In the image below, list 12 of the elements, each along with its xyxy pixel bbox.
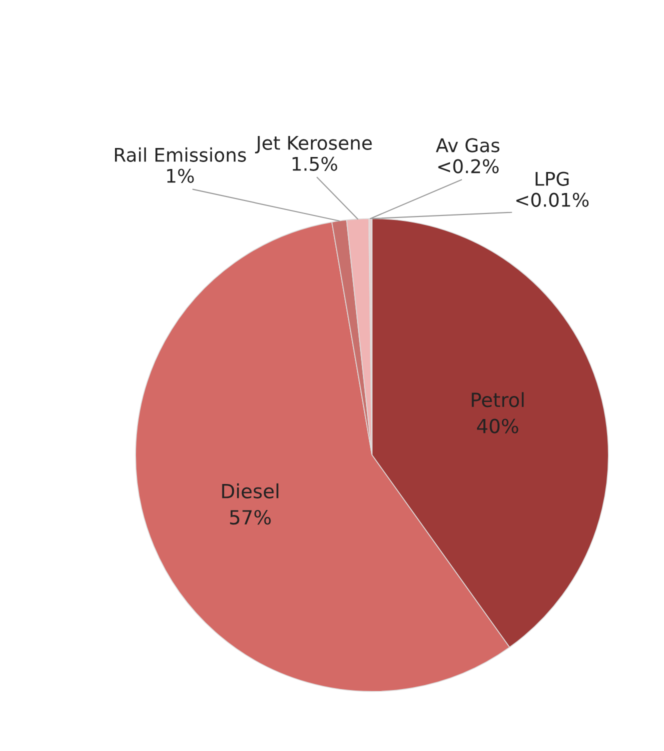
- data-label: 1.5%: [292, 156, 338, 171]
- slice-label: Rail Emissions: [115, 147, 246, 162]
- slice-label: Av Gas: [436, 138, 500, 152]
- slice-label: LPG: [536, 172, 569, 186]
- data-label: 1%: [167, 168, 194, 183]
- data-label: 40%: [477, 418, 518, 434]
- data-label: 57%: [230, 510, 271, 525]
- data-label: <0.01%: [516, 192, 589, 207]
- slice-label: Petrol: [472, 392, 524, 408]
- data-label: <0.2%: [438, 159, 499, 174]
- slice-label: Diesel: [222, 483, 278, 498]
- slice-label: Jet Kerosene: [255, 136, 372, 154]
